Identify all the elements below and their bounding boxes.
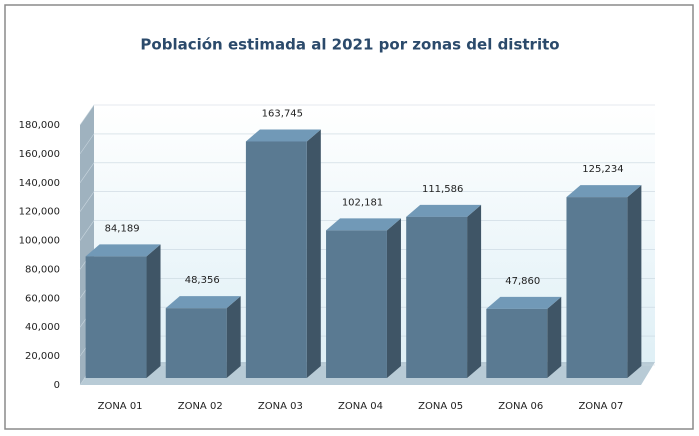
bar-top — [326, 218, 401, 231]
bar — [245, 141, 307, 378]
x-tick-label: ZONA 04 — [338, 401, 383, 412]
x-tick-label: ZONA 05 — [418, 401, 463, 412]
chart-title: Población estimada al 2021 por zonas del… — [140, 36, 559, 54]
grid-line — [79, 162, 655, 183]
x-tick-label: ZONA 03 — [258, 401, 303, 412]
bar-side — [467, 204, 482, 378]
y-tick-label: 100,000 — [19, 236, 60, 247]
y-tick-label: 60,000 — [25, 293, 60, 304]
x-tick-label: ZONA 07 — [578, 401, 623, 412]
bar-top — [165, 296, 241, 309]
value-label: 111,586 — [422, 184, 463, 195]
bar-side — [146, 244, 161, 378]
bar-top — [245, 129, 321, 142]
value-label: 47,860 — [505, 276, 540, 287]
y-tick-label: 140,000 — [19, 178, 60, 189]
x-tick-label: ZONA 02 — [178, 401, 223, 412]
x-tick-label: ZONA 01 — [98, 401, 143, 412]
value-label: 163,745 — [262, 108, 303, 119]
y-tick-label: 20,000 — [25, 351, 60, 362]
bar — [326, 230, 387, 378]
bar — [486, 308, 548, 378]
bar-side — [306, 129, 321, 378]
bar-top — [566, 185, 642, 198]
bar-side — [226, 296, 241, 378]
y-tick-label: 120,000 — [19, 207, 60, 218]
y-tick-label: 160,000 — [19, 149, 60, 160]
y-tick-label: 40,000 — [25, 322, 60, 333]
grid-line — [79, 191, 655, 212]
value-label: 102,181 — [342, 197, 383, 208]
bar-top — [85, 244, 161, 257]
bar-side — [547, 296, 562, 378]
bar-top — [486, 296, 562, 309]
y-tick-label: 80,000 — [25, 264, 60, 275]
y-tick-label: 180,000 — [19, 120, 60, 131]
value-label: 84,189 — [105, 223, 140, 234]
grid-line — [79, 104, 655, 126]
y-tick-label: 0 — [54, 380, 60, 391]
bar — [406, 216, 468, 378]
bar — [85, 256, 147, 378]
value-label: 48,356 — [185, 275, 220, 286]
bar-top — [406, 204, 482, 217]
bar — [566, 197, 628, 378]
x-tick-label: ZONA 06 — [498, 401, 543, 412]
bar-side — [386, 218, 401, 378]
bar-side — [627, 185, 642, 378]
grid-line — [79, 133, 655, 155]
value-label: 125,234 — [582, 164, 623, 175]
bar — [165, 308, 227, 378]
